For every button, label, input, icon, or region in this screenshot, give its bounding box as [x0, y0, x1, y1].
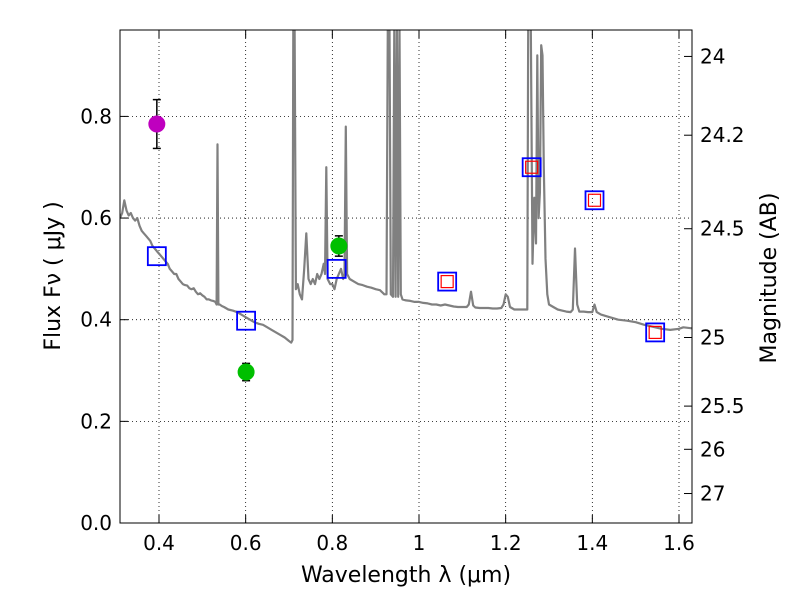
- y2-tick-label: 27: [700, 482, 725, 506]
- x-tick-label: 0.8: [316, 531, 348, 555]
- y-tick-label: 0.6: [80, 206, 112, 230]
- model-box: [437, 271, 458, 292]
- spectrum-layer: [120, 30, 692, 344]
- y2-tick-label: 24: [700, 44, 725, 68]
- y2-tick-label: 25: [700, 325, 725, 349]
- y2-axis-label: Magnitude (AB): [757, 193, 782, 364]
- y-tick-label: 0.8: [80, 104, 112, 128]
- y-axis-label: Flux Fν ( μJy ): [41, 201, 66, 350]
- observed-box: [648, 325, 662, 340]
- observed-box: [525, 160, 539, 174]
- x-tick-label: 1.4: [576, 531, 608, 555]
- model-box: [236, 310, 257, 331]
- observed-box: [440, 274, 454, 289]
- x-tick-label: 1: [413, 531, 426, 555]
- model-box: [584, 190, 605, 211]
- photometry-point: [330, 237, 348, 255]
- x-tick-label: 1.6: [663, 531, 695, 555]
- photometry-point: [148, 115, 166, 133]
- spectrum-line: [120, 30, 692, 344]
- model-box: [521, 157, 542, 178]
- x-tick-label: 0.6: [230, 531, 262, 555]
- axis-ticks: 0.4 0.6 0.8 1 1.2 1.4 1.6 0.0 0.2 0.4 0.6 0.8 24 24.2…: [80, 30, 745, 555]
- y-tick-label: 0.4: [80, 308, 112, 332]
- model-box: [146, 246, 167, 267]
- y2-tick-label: 25.5: [700, 394, 745, 418]
- plot-frame: [119, 29, 693, 524]
- y-tick-label: 0.2: [80, 409, 112, 433]
- y2-tick-label: 24.5: [700, 217, 745, 241]
- photometry-point: [237, 363, 255, 381]
- observed-box: [587, 193, 602, 207]
- y2-tick-label: 24.2: [700, 123, 745, 147]
- y-tick-label: 0.0: [80, 511, 112, 535]
- y2-tick-label: 26: [700, 437, 725, 461]
- model-box: [645, 322, 666, 343]
- x-axis-label: Wavelength λ (μm): [301, 563, 511, 588]
- model-box: [326, 258, 347, 279]
- x-tick-label: 1.2: [490, 531, 522, 555]
- photometry-layer: [146, 98, 666, 382]
- x-tick-label: 0.4: [143, 531, 175, 555]
